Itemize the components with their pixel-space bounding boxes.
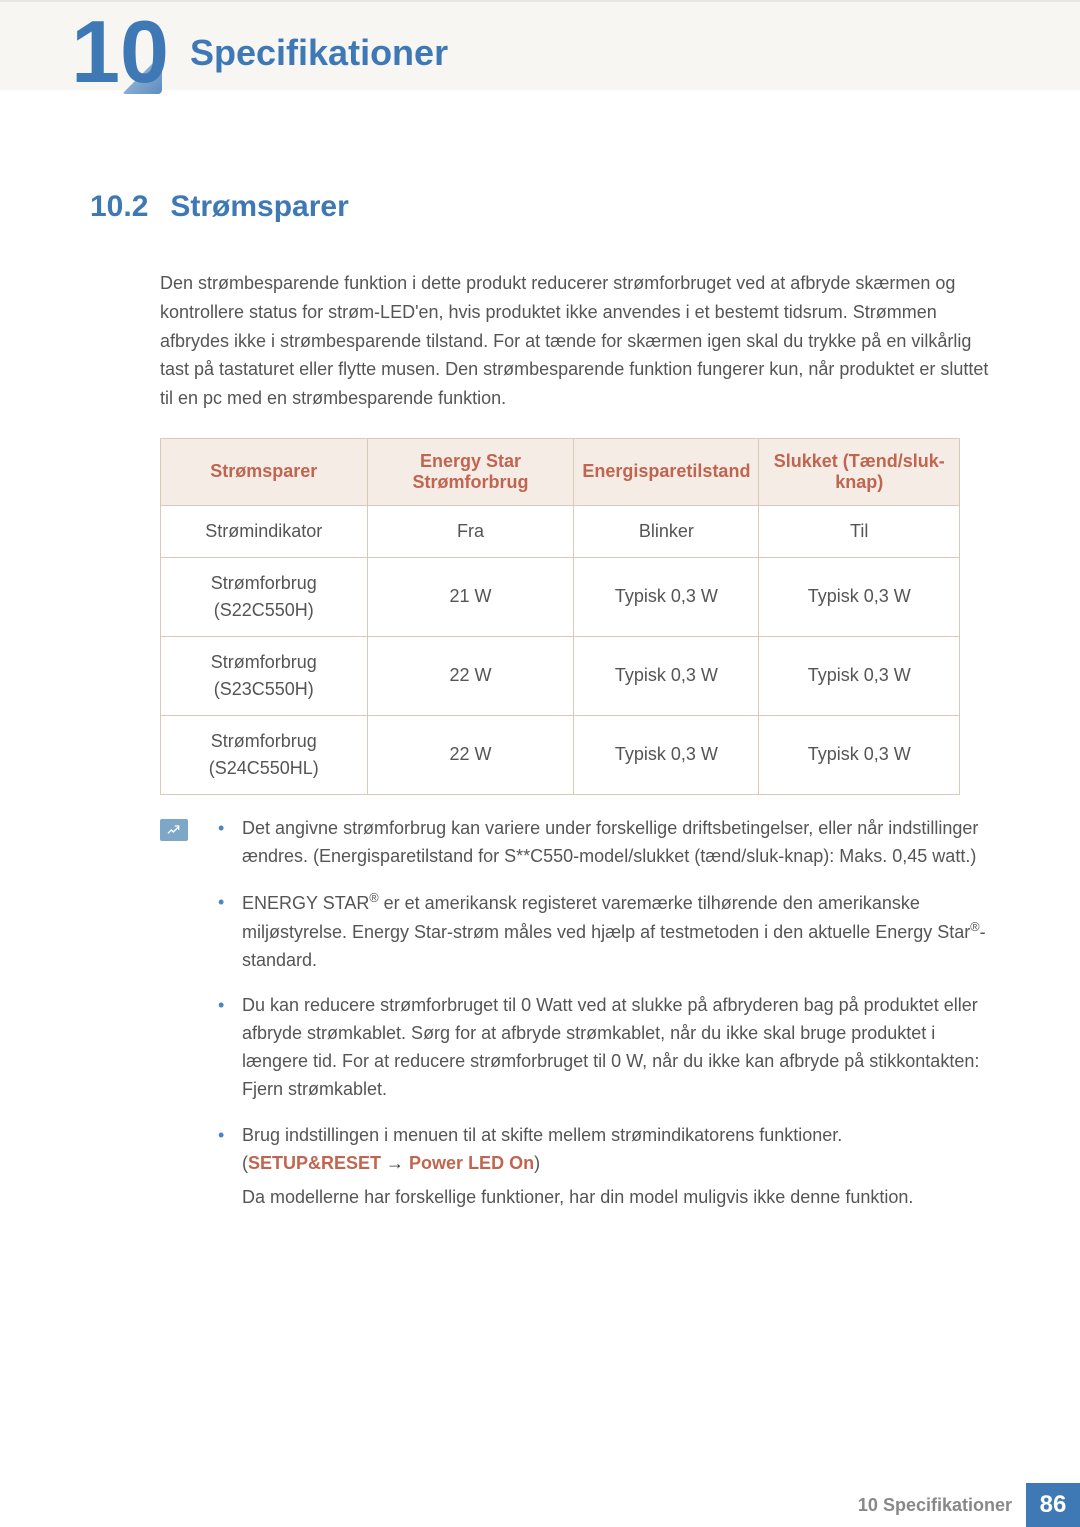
table-header-row: Strømsparer Energy Star Strømforbrug Ene… <box>161 438 960 505</box>
section-number: 10.2 <box>90 190 162 224</box>
page-header: 10 Specifikationer <box>0 0 1080 90</box>
note-item: ENERGY STAR® er et amerikansk registeret… <box>218 889 990 975</box>
cell: Til <box>759 505 960 557</box>
note-text: Brug indstillingen i menuen til at skift… <box>242 1125 842 1145</box>
cell: Typisk 0,3 W <box>574 636 759 715</box>
note-text: ENERGY STAR <box>242 893 369 913</box>
page-footer: 10 Specifikationer 86 <box>858 1483 1080 1527</box>
note-text: Da modellerne har forskellige funktioner… <box>242 1184 990 1212</box>
col-header: Strømsparer <box>161 438 368 505</box>
cell: Strømforbrug (S23C550H) <box>161 636 368 715</box>
cell: Fra <box>367 505 574 557</box>
menu-path-close: ) <box>534 1153 540 1173</box>
cell: Typisk 0,3 W <box>759 715 960 794</box>
note-item: Du kan reducere strømforbruget til 0 Wat… <box>218 992 990 1104</box>
menu-path: SETUP&RESET <box>248 1153 381 1173</box>
col-header: Energisparetilstand <box>574 438 759 505</box>
cell: Typisk 0,3 W <box>574 557 759 636</box>
cell: Strømforbrug (S24C550HL) <box>161 715 368 794</box>
table-row: Strømforbrug (S24C550HL) 22 W Typisk 0,3… <box>161 715 960 794</box>
col-header: Energy Star Strømforbrug <box>367 438 574 505</box>
note-text: Du kan reducere strømforbruget til 0 Wat… <box>242 995 979 1099</box>
note-item: Brug indstillingen i menuen til at skift… <box>218 1122 990 1212</box>
menu-path: Power LED On <box>409 1153 534 1173</box>
page-number: 86 <box>1026 1483 1080 1527</box>
table-row: Strømforbrug (S22C550H) 21 W Typisk 0,3 … <box>161 557 960 636</box>
cell: Typisk 0,3 W <box>574 715 759 794</box>
registered-mark: ® <box>369 891 378 905</box>
menu-arrow: → <box>381 1153 409 1173</box>
cell: 22 W <box>367 715 574 794</box>
notes-block: Det angivne strømforbrug kan variere und… <box>160 815 990 1230</box>
table-row: Strømindikator Fra Blinker Til <box>161 505 960 557</box>
intro-paragraph: Den strømbesparende funktion i dette pro… <box>160 269 990 413</box>
cell: Strømforbrug (S22C550H) <box>161 557 368 636</box>
section-title: Strømsparer <box>170 190 348 223</box>
chapter-title: Specifikationer <box>190 32 448 74</box>
cell: Strømindikator <box>161 505 368 557</box>
table-row: Strømforbrug (S23C550H) 22 W Typisk 0,3 … <box>161 636 960 715</box>
chapter-number: 10 <box>71 12 169 91</box>
registered-mark: ® <box>970 920 979 934</box>
notes-list: Det angivne strømforbrug kan variere und… <box>218 815 990 1230</box>
note-text: Det angivne strømforbrug kan variere und… <box>242 818 978 866</box>
section-heading: 10.2 Strømsparer <box>90 190 990 224</box>
col-header: Slukket (Tænd/sluk-knap) <box>759 438 960 505</box>
note-item: Det angivne strømforbrug kan variere und… <box>218 815 990 871</box>
cell: Blinker <box>574 505 759 557</box>
footer-label: 10 Specifikationer <box>858 1495 1026 1516</box>
power-saver-table: Strømsparer Energy Star Strømforbrug Ene… <box>160 438 960 795</box>
page-content: 10.2 Strømsparer Den strømbesparende fun… <box>0 90 1080 1230</box>
chapter-badge: 10 <box>80 2 160 102</box>
cell: Typisk 0,3 W <box>759 557 960 636</box>
cell: 21 W <box>367 557 574 636</box>
cell: 22 W <box>367 636 574 715</box>
cell: Typisk 0,3 W <box>759 636 960 715</box>
note-icon <box>160 819 188 841</box>
